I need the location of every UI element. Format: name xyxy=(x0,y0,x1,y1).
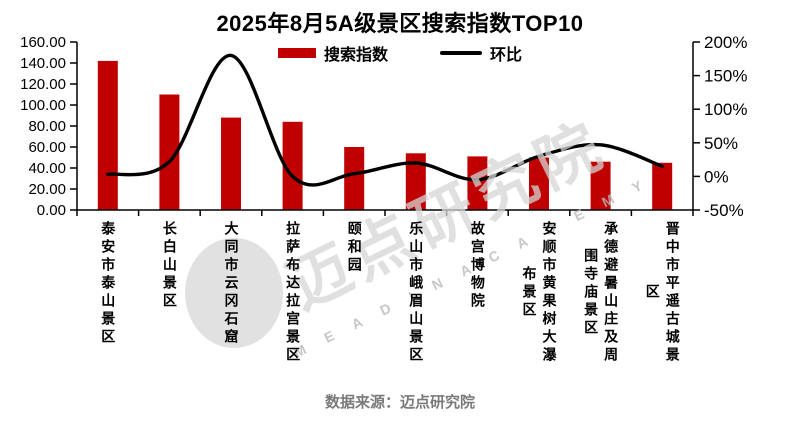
left-axis-tick-label: 100.00 xyxy=(20,97,66,114)
left-axis-tick-label: 160.00 xyxy=(20,34,66,51)
right-axis-tick-label: 200% xyxy=(704,33,747,52)
axes: 0.00 20.00 40.00 60.00 80.00 100.00 120.00 140.… xyxy=(20,33,747,220)
left-axis-tick-label: 20.00 xyxy=(28,181,66,198)
bar xyxy=(652,162,673,211)
bar xyxy=(405,153,426,210)
bar xyxy=(529,157,549,210)
bar xyxy=(467,156,488,210)
right-axis-tick-label: 0% xyxy=(704,167,729,186)
bar-series xyxy=(97,60,673,211)
legend-bar-label: 搜索指数 xyxy=(323,47,388,64)
bar xyxy=(282,121,303,210)
left-axis-tick-label: 0.00 xyxy=(37,202,66,219)
legend: 搜索指数 环比 xyxy=(0,41,800,65)
bar xyxy=(221,117,241,210)
bar xyxy=(590,161,611,210)
legend-line-swatch xyxy=(440,51,482,55)
chart-title: 2025年8月5A级景区搜索指数TOP10 xyxy=(216,11,584,36)
left-axis-tick-label: 80.00 xyxy=(28,118,66,135)
bar xyxy=(159,94,180,210)
right-axis-tick-label: -50% xyxy=(704,201,744,220)
legend-bar-swatch xyxy=(277,48,316,58)
left-axis-tick-label: 60.00 xyxy=(28,139,66,156)
bar xyxy=(344,147,365,210)
left-axis-tick-label: 40.00 xyxy=(28,160,66,177)
bar xyxy=(97,60,118,211)
right-axis-tick-label: 100% xyxy=(704,100,747,119)
mom-line xyxy=(106,53,664,187)
legend-item-search-index: 搜索指数 xyxy=(277,41,388,65)
legend-line-label: 环比 xyxy=(490,47,523,64)
right-axis-tick-label: 150% xyxy=(704,67,747,86)
left-axis-tick-label: 140.00 xyxy=(20,55,66,72)
legend-item-mom-change: 环比 xyxy=(440,41,522,65)
data-source: 数据来源：迈点研究院 xyxy=(324,394,475,411)
right-axis-tick-label: 50% xyxy=(704,134,738,153)
left-axis-tick-label: 120.00 xyxy=(20,76,66,93)
